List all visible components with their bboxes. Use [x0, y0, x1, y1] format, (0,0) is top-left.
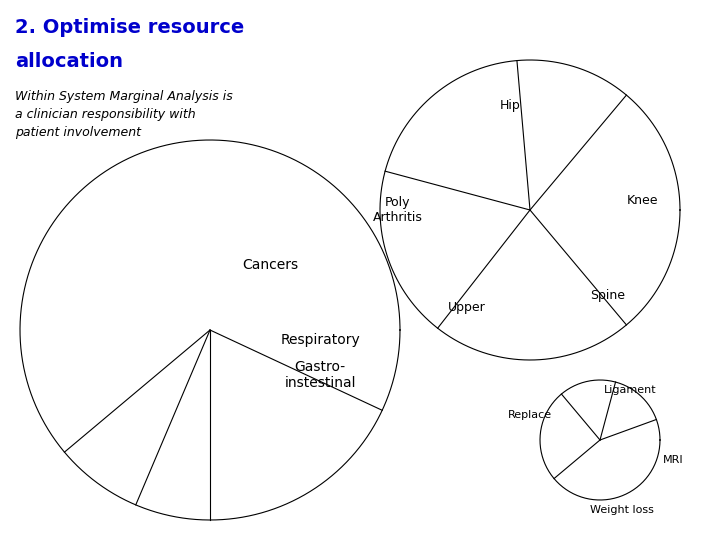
Text: Within System Marginal Analysis is
a clinician responsibility with
patient invol: Within System Marginal Analysis is a cli… — [15, 90, 233, 139]
Text: Spine: Spine — [590, 288, 626, 301]
Text: Ligament: Ligament — [603, 385, 657, 395]
Text: Knee: Knee — [627, 193, 659, 206]
Text: Cancers: Cancers — [242, 258, 298, 272]
Text: Hip: Hip — [500, 98, 521, 111]
Text: Respiratory: Respiratory — [280, 333, 360, 347]
Text: Upper: Upper — [448, 301, 486, 314]
Text: Weight loss: Weight loss — [590, 505, 654, 515]
Text: Poly
Arthritis: Poly Arthritis — [373, 196, 423, 224]
Text: allocation: allocation — [15, 52, 123, 71]
Text: Gastro-
instestinal: Gastro- instestinal — [284, 360, 356, 390]
Text: Replace: Replace — [508, 410, 552, 420]
Text: MRI: MRI — [662, 455, 683, 465]
Text: 2. Optimise resource: 2. Optimise resource — [15, 18, 244, 37]
